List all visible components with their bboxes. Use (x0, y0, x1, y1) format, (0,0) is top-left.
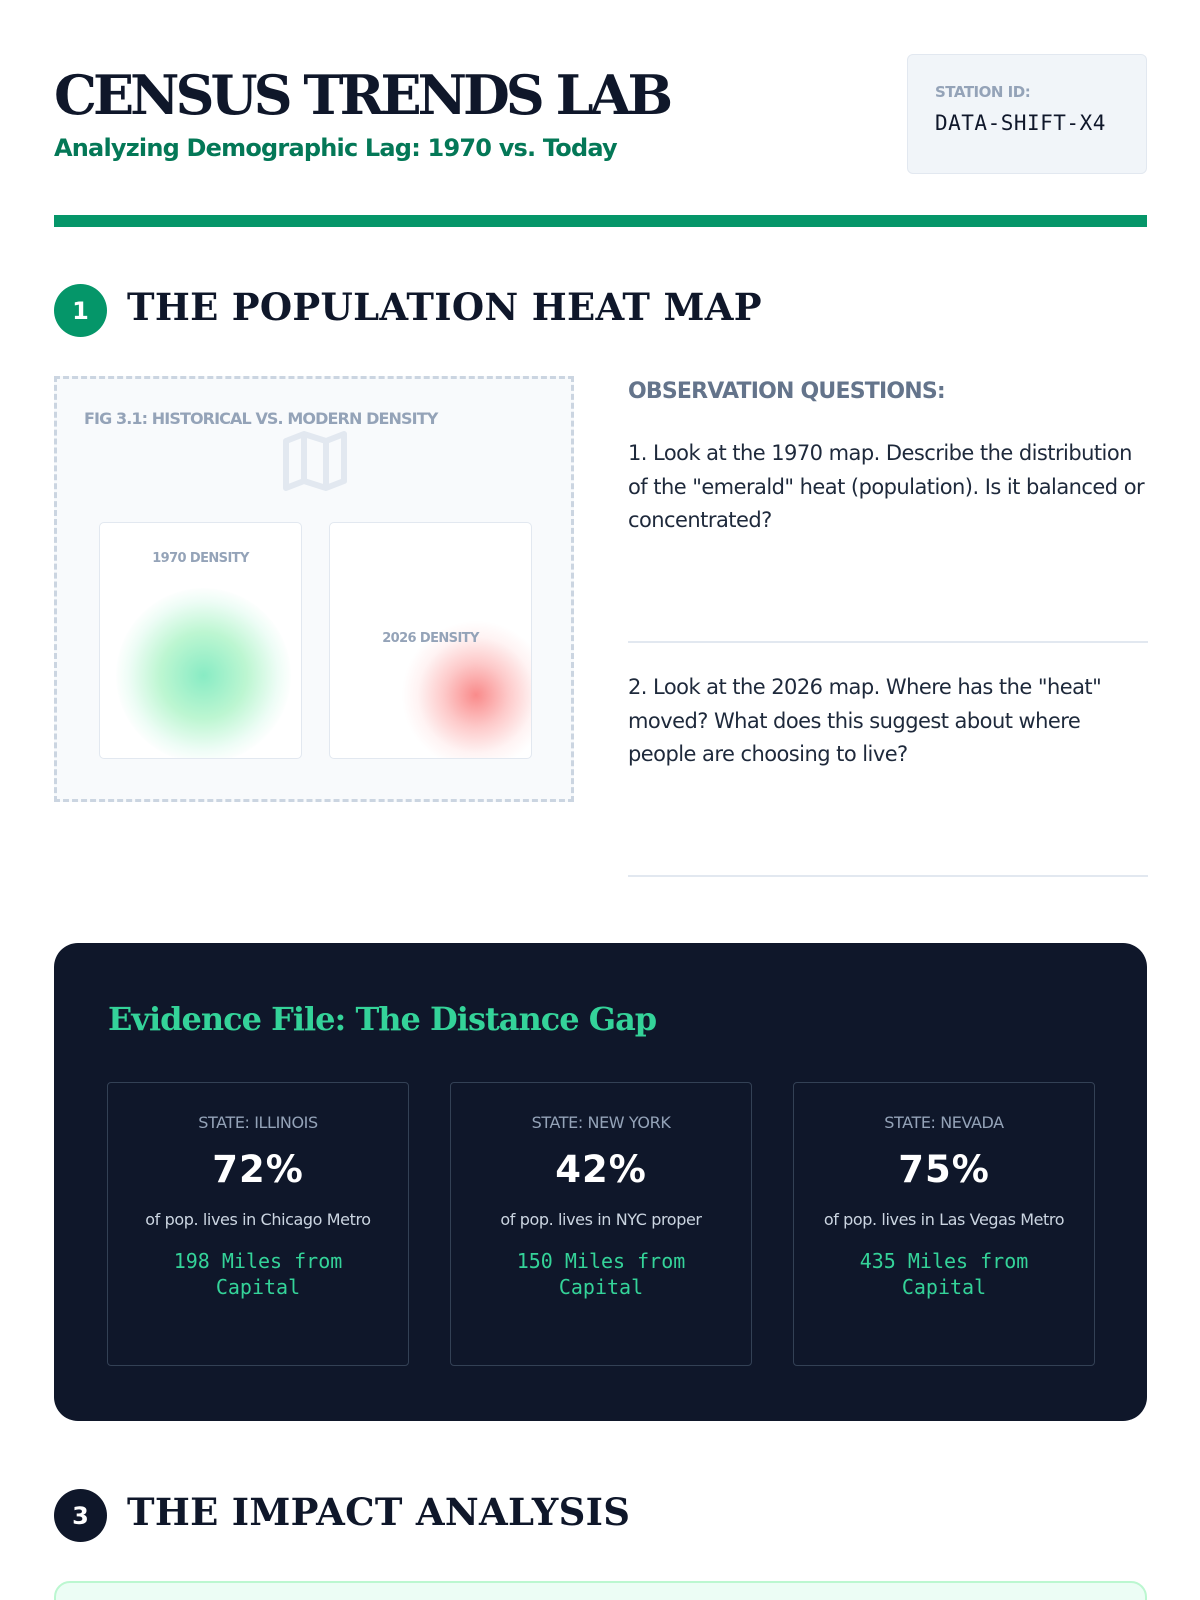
panel-label-2026: 2026 DENSITY (382, 631, 479, 646)
answer-line-1[interactable] (628, 641, 1148, 643)
card-state: STATE: ILLINOIS (198, 1113, 318, 1132)
section-1-number-badge: 1 (54, 284, 107, 337)
evidence-card-illinois: STATE: ILLINOIS 72% of pop. lives in Chi… (107, 1082, 409, 1366)
heat-spot-1970 (116, 588, 291, 758)
heat-spot-2026 (401, 620, 531, 758)
section-1-header: 1 THE POPULATION HEAT MAP (54, 282, 954, 338)
card-state: STATE: NEVADA (884, 1113, 1004, 1132)
card-distance: 150 Miles from Capital (516, 1249, 686, 1299)
answer-line-2[interactable] (628, 875, 1148, 877)
map-icon (283, 431, 347, 491)
map-panel-1970: 1970 DENSITY (99, 522, 302, 759)
card-percent: 42% (555, 1148, 647, 1191)
page-title: CENSUS TRENDS LAB (54, 63, 673, 127)
card-state: STATE: NEW YORK (531, 1113, 671, 1132)
observation-questions: OBSERVATION QUESTIONS: 1. Look at the 19… (628, 376, 1148, 877)
station-id-value: DATA-SHIFT-X4 (935, 111, 1106, 135)
evidence-title: Evidence File: The Distance Gap (108, 1000, 657, 1038)
page-header: CENSUS TRENDS LAB Analyzing Demographic … (54, 54, 1147, 229)
card-distance: 198 Miles from Capital (173, 1249, 343, 1299)
station-id-box: STATION ID: DATA-SHIFT-X4 (907, 54, 1147, 174)
figure-caption: FIG 3.1: HISTORICAL VS. MODERN DENSITY (84, 409, 438, 428)
map-panel-2026: 2026 DENSITY (329, 522, 532, 759)
section-3-title: THE IMPACT ANALYSIS (127, 1490, 631, 1534)
evidence-panel: Evidence File: The Distance Gap STATE: I… (54, 943, 1147, 1421)
card-description: of pop. lives in NYC proper (500, 1210, 702, 1229)
card-percent: 75% (898, 1148, 990, 1191)
section-3-number-badge: 3 (54, 1489, 107, 1542)
header-divider (54, 215, 1147, 227)
card-distance: 435 Miles from Capital (859, 1249, 1029, 1299)
impact-analysis-box (54, 1581, 1147, 1600)
evidence-card-nevada: STATE: NEVADA 75% of pop. lives in Las V… (793, 1082, 1095, 1366)
density-figure: FIG 3.1: HISTORICAL VS. MODERN DENSITY 1… (54, 376, 574, 802)
page-subtitle: Analyzing Demographic Lag: 1970 vs. Toda… (54, 134, 618, 162)
question-1: 1. Look at the 1970 map. Describe the di… (628, 441, 1145, 532)
card-percent: 72% (212, 1148, 304, 1191)
section-1-title: THE POPULATION HEAT MAP (127, 285, 762, 329)
evidence-card-new-york: STATE: NEW YORK 42% of pop. lives in NYC… (450, 1082, 752, 1366)
question-2: 2. Look at the 2026 map. Where has the "… (628, 675, 1102, 766)
observation-heading: OBSERVATION QUESTIONS: (628, 379, 946, 404)
station-id-label: STATION ID: (935, 83, 1031, 101)
panel-label-1970: 1970 DENSITY (152, 551, 249, 566)
section-3-header: 3 THE IMPACT ANALYSIS (54, 1487, 954, 1543)
card-description: of pop. lives in Las Vegas Metro (823, 1210, 1065, 1229)
card-description: of pop. lives in Chicago Metro (145, 1210, 371, 1229)
